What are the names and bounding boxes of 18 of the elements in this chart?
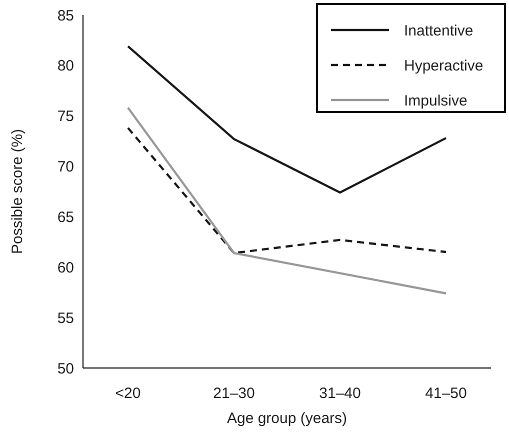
y-tick-label: 70 [57,158,74,176]
y-tick-label: 85 [57,7,74,24]
y-tick-label: 60 [57,259,74,276]
x-tick-label: 41–50 [425,385,467,402]
x-axis-title: Age group (years) [226,410,348,427]
legend-label: Impulsive [404,92,468,110]
x-tick-label: 31–40 [319,385,361,402]
y-tick-label: 65 [57,208,74,226]
y-tick-label: 80 [57,58,74,75]
legend-label: Hyperactive [404,57,484,74]
x-tick-label: <20 [115,385,141,402]
x-tick-label: 21–30 [213,385,255,402]
y-tick-label: 75 [57,108,74,126]
y-tick-label: 55 [57,310,74,327]
legend-label: Inattentive [404,22,474,40]
y-tick-label: 50 [57,360,74,378]
line-series [126,126,448,254]
y-axis-title: Possible score (%) [9,128,26,254]
